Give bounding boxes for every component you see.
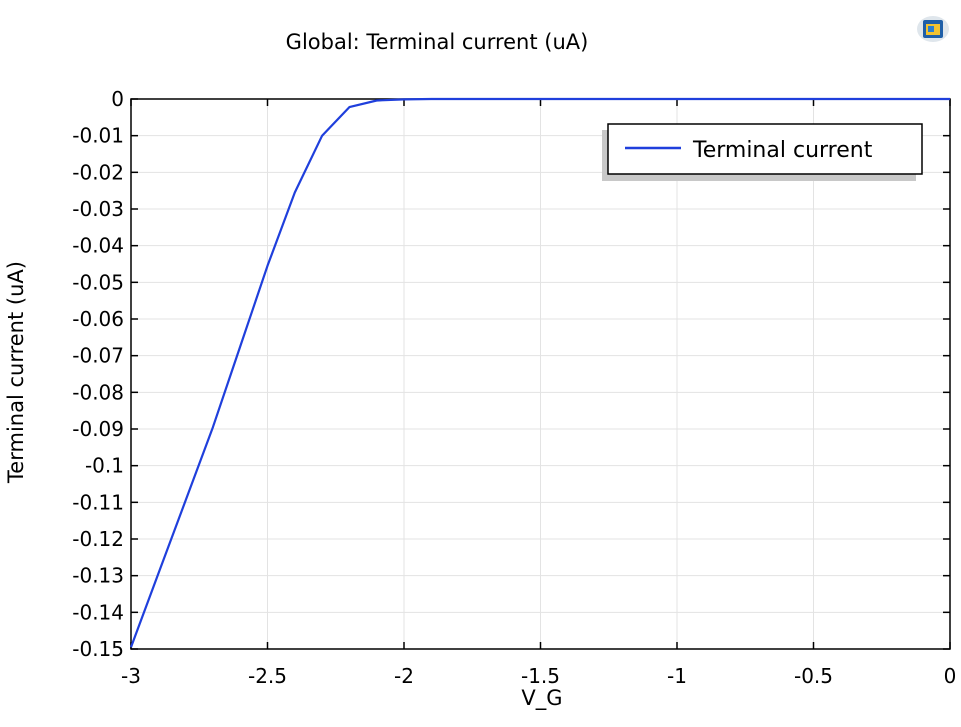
legend: Terminal current [602,123,923,181]
y-axis-title: Terminal current (uA) [4,261,28,484]
y-tick-label: -0.06 [72,307,124,331]
y-tick-labels: 0 -0.01 -0.02 -0.03 -0.04 -0.05 -0.06 -0.07 -0.0… [72,87,124,661]
x-tick-label: -0.5 [794,664,833,688]
y-tick-label: -0.04 [72,234,124,258]
x-tick-label: -3 [121,664,141,688]
y-tick-label: -0.05 [72,270,124,294]
y-tick-label: -0.12 [72,527,124,551]
x-tick-label: 0 [944,664,957,688]
legend-label: Terminal current [692,138,873,163]
grid [130,98,951,650]
x-tick-label: -2 [394,664,414,688]
x-tick-label: -1.5 [521,664,560,688]
x-axis-title: V_G [521,686,562,711]
series-layer [129,97,950,648]
chart-title: Global: Terminal current (uA) [286,30,589,54]
y-tick-label: -0.09 [72,417,124,441]
series-line [129,97,950,648]
y-tick-label: -0.13 [72,564,124,588]
y-tick-label: -0.11 [72,490,124,514]
y-tick-label: -0.08 [72,380,124,404]
y-tick-label: 0 [111,87,124,111]
axis-ticks [130,98,951,650]
y-tick-label: -0.15 [72,637,124,661]
comsol-logo-icon [917,16,949,42]
y-tick-label: -0.14 [72,600,124,624]
y-tick-label: -0.01 [72,124,124,148]
x-tick-label: -1 [667,664,687,688]
x-tick-labels: -3 -2.5 -2 -1.5 -1 -0.5 0 [121,664,956,688]
y-tick-label: -0.07 [72,344,124,368]
y-tick-label: -0.1 [85,454,124,478]
x-tick-label: -2.5 [248,664,287,688]
y-tick-label: -0.02 [72,160,124,184]
y-tick-label: -0.03 [72,197,124,221]
